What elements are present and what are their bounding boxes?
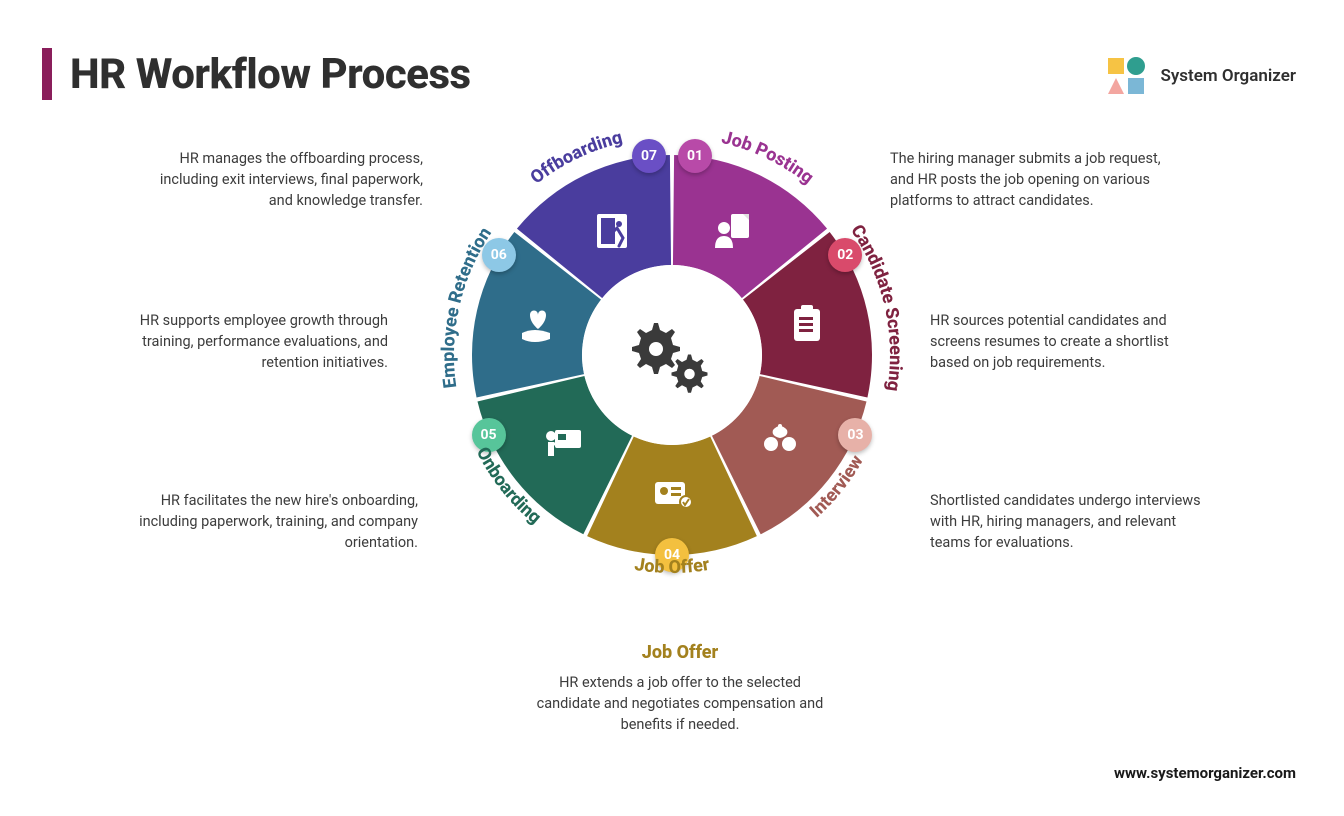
- segment-desc-01: The hiring manager submits a job request…: [890, 148, 1170, 211]
- segment-desc-03: Shortlisted candidates undergo interview…: [930, 490, 1210, 553]
- segment-label-07: Offboarding: [527, 127, 625, 188]
- process-wheel: Job PostingCandidate ScreeningInterviewJ…: [472, 155, 872, 555]
- segment-desc-07: HR manages the offboarding process, incl…: [143, 148, 423, 211]
- segment-label-04: Job Offer: [633, 554, 711, 578]
- title-block: HR Workflow Process: [42, 48, 471, 100]
- segment-label-03: Interview: [806, 452, 868, 522]
- segment-desc-06: HR supports employee growth through trai…: [108, 310, 388, 373]
- job-offer-heading: Job Offer: [530, 640, 830, 666]
- brand-block: System Organizer: [1106, 56, 1296, 96]
- segment-desc-04: Job Offer HR extends a job offer to the s…: [530, 640, 830, 735]
- page-title: HR Workflow Process: [70, 50, 471, 99]
- job-offer-body: HR extends a job offer to the selected c…: [530, 672, 830, 735]
- brand-logo-icon: [1106, 56, 1150, 96]
- title-accent-bar: [42, 48, 52, 100]
- brand-name: System Organizer: [1160, 66, 1296, 86]
- segment-label-05: Onboarding: [472, 444, 545, 529]
- segment-label-02: Candidate Screening: [846, 221, 906, 393]
- footer-url: www.systemorganizer.com: [1114, 764, 1296, 782]
- segment-desc-05: HR facilitates the new hire's onboarding…: [138, 490, 418, 553]
- segment-label-01: Job Posting: [719, 127, 817, 188]
- segment-desc-02: HR sources potential candidates and scre…: [930, 310, 1210, 373]
- segment-label-06: Employee Retention: [438, 224, 496, 390]
